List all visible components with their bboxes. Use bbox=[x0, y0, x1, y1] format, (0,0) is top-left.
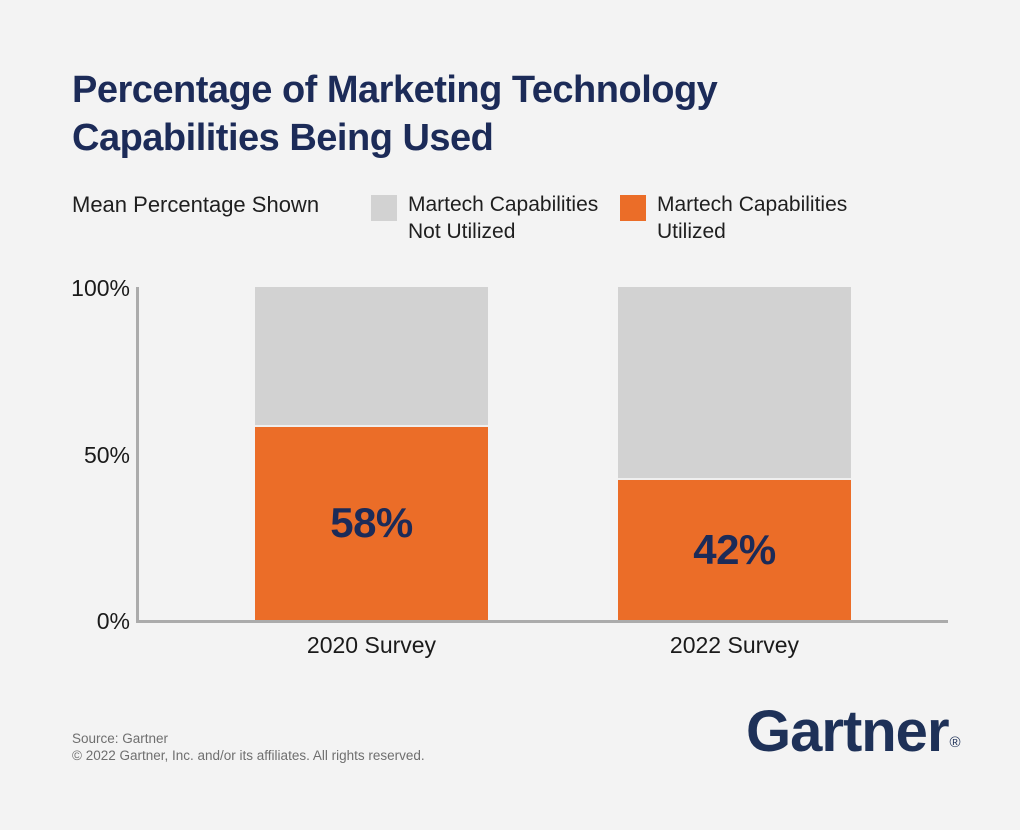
x-axis-label-2022: 2022 Survey bbox=[669, 632, 800, 658]
bar-2022-survey: 42% bbox=[618, 287, 851, 620]
x-axis-label-2020: 2020 Survey bbox=[306, 632, 437, 658]
y-axis-line bbox=[136, 287, 139, 623]
legend-swatch-gray bbox=[371, 195, 397, 221]
registered-trademark-icon: ® bbox=[949, 734, 961, 751]
x-axis-line bbox=[136, 620, 948, 623]
chart-subtitle: Mean Percentage Shown bbox=[72, 192, 320, 217]
bar-2022-utilized-segment: 42% bbox=[618, 480, 851, 620]
legend-swatch-orange bbox=[620, 195, 646, 221]
legend-label-not-utilized-line1: Martech Capabilities bbox=[408, 193, 599, 216]
copyright-text: © 2022 Gartner, Inc. and/or its affiliat… bbox=[72, 747, 425, 763]
chart-title-line1: Percentage of Marketing Technology bbox=[72, 69, 718, 111]
bar-2022-not-utilized-segment bbox=[618, 287, 851, 481]
y-tick-0: 0% bbox=[96, 608, 130, 634]
bar-2020-not-utilized-segment bbox=[255, 287, 488, 427]
legend-label-utilized: Martech Capabilities Utilized bbox=[657, 191, 887, 245]
legend-label-not-utilized: Martech Capabilities Not Utilized bbox=[408, 191, 638, 245]
chart-title-line2: Capabilities Being Used bbox=[72, 117, 494, 159]
gartner-logo-text: Gartner bbox=[746, 699, 950, 764]
bar-2022-value-label: 42% bbox=[693, 526, 776, 574]
y-tick-100: 100% bbox=[71, 275, 130, 301]
y-tick-50: 50% bbox=[83, 442, 130, 468]
legend-label-utilized-line1: Martech Capabilities bbox=[657, 193, 848, 216]
footer-note: Source: Gartner © 2022 Gartner, Inc. and… bbox=[72, 731, 425, 764]
gartner-logo: Gartner® bbox=[746, 698, 961, 765]
legend-label-not-utilized-line2: Not Utilized bbox=[408, 220, 516, 243]
bar-2020-survey: 58% bbox=[255, 287, 488, 620]
legend-label-utilized-line2: Utilized bbox=[657, 220, 726, 243]
chart-title: Percentage of Marketing Technology Capab… bbox=[72, 66, 718, 162]
bar-2020-utilized-segment: 58% bbox=[255, 426, 488, 620]
source-text: Source: Gartner bbox=[72, 731, 169, 746]
bar-2020-value-label: 58% bbox=[330, 499, 413, 547]
